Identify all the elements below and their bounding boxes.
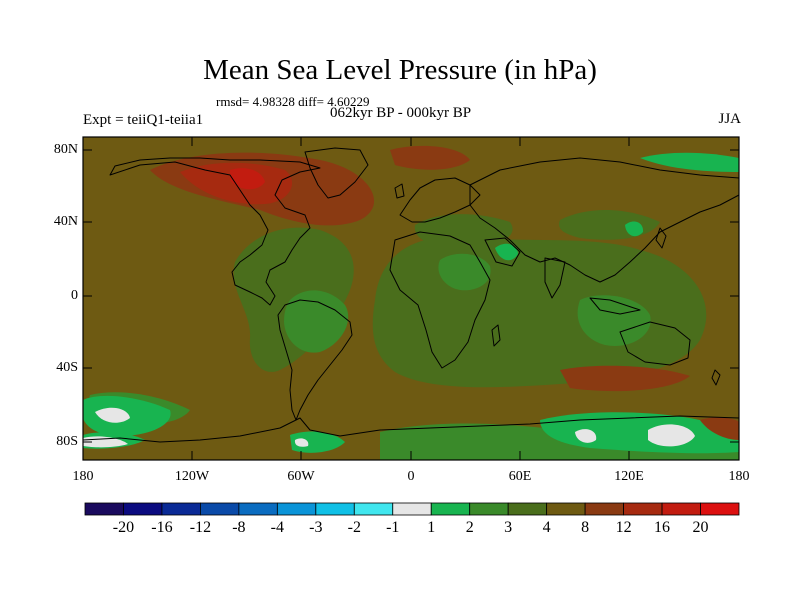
field-region-16-20: [230, 168, 265, 190]
stats-text: rmsd= 4.98328 diff= 4.60229: [216, 94, 370, 109]
colorbar-label: -20: [112, 519, 135, 536]
colorbar: [84, 502, 740, 516]
lon-label: 180: [728, 469, 750, 484]
lat-label: 40N: [53, 214, 78, 229]
colorbar-box: [84, 502, 124, 516]
axis-ticks: [82, 137, 740, 460]
field-region-near-zero: [83, 407, 695, 448]
map-field: [83, 137, 739, 460]
colorbar-label: -2: [347, 519, 361, 536]
lat-label: 80N: [53, 142, 78, 157]
colorbar-label: -3: [309, 519, 323, 536]
colorbar-label: -16: [151, 519, 173, 536]
colorbar-label: 3: [504, 519, 513, 536]
colorbar-box: [546, 502, 586, 516]
lon-label: 0: [407, 469, 415, 484]
lon-label: 120E: [614, 469, 644, 484]
colorbar-label: 4: [542, 519, 551, 536]
colorbar-box: [238, 502, 278, 516]
colorbar-box: [507, 502, 548, 516]
lon-label: 180: [72, 469, 94, 484]
lat-label: 80S: [56, 434, 78, 449]
colorbar-box: [200, 502, 240, 516]
colorbar-label: 16: [654, 519, 671, 536]
colorbar-label: -1: [386, 519, 400, 536]
colorbar-box: [315, 502, 355, 516]
period-label: 062kyr BP - 000kyr BP: [330, 105, 472, 121]
colorbar-box: [353, 502, 394, 516]
lon-label: 120W: [174, 469, 210, 484]
experiment-label: Expt = teiiQ1-teiia1: [83, 112, 204, 128]
colorbar-label: -12: [189, 519, 212, 536]
plot-title: Mean Sea Level Pressure (in hPa): [203, 54, 597, 86]
colorbar-label: -8: [232, 519, 246, 536]
colorbar-label: 1: [427, 519, 436, 536]
coastlines: [83, 147, 739, 443]
lon-label: 60E: [508, 469, 532, 484]
lat-label: 40S: [56, 360, 78, 375]
colorbar-box: [584, 502, 624, 516]
colorbar-box: [623, 502, 663, 516]
colorbar-box: [392, 502, 432, 516]
colorbar-label: 2: [465, 519, 474, 536]
field-region-1-2: [83, 152, 739, 454]
colorbar-box: [123, 502, 163, 516]
colorbar-label: 8: [581, 519, 590, 536]
colorbar-label: -4: [270, 519, 285, 536]
colorbar-box: [276, 502, 317, 516]
colorbar-box: [469, 502, 509, 516]
colorbar-label: 12: [615, 519, 632, 536]
colorbar-box: [700, 502, 740, 516]
lon-label: 60W: [287, 469, 315, 484]
colorbar-box: [430, 502, 471, 516]
colorbar-box: [661, 502, 701, 516]
lat-label: 0: [71, 288, 78, 303]
colorbar-label: 20: [692, 519, 709, 536]
colorbar-box: [161, 502, 201, 516]
season-label: JJA: [718, 111, 741, 127]
